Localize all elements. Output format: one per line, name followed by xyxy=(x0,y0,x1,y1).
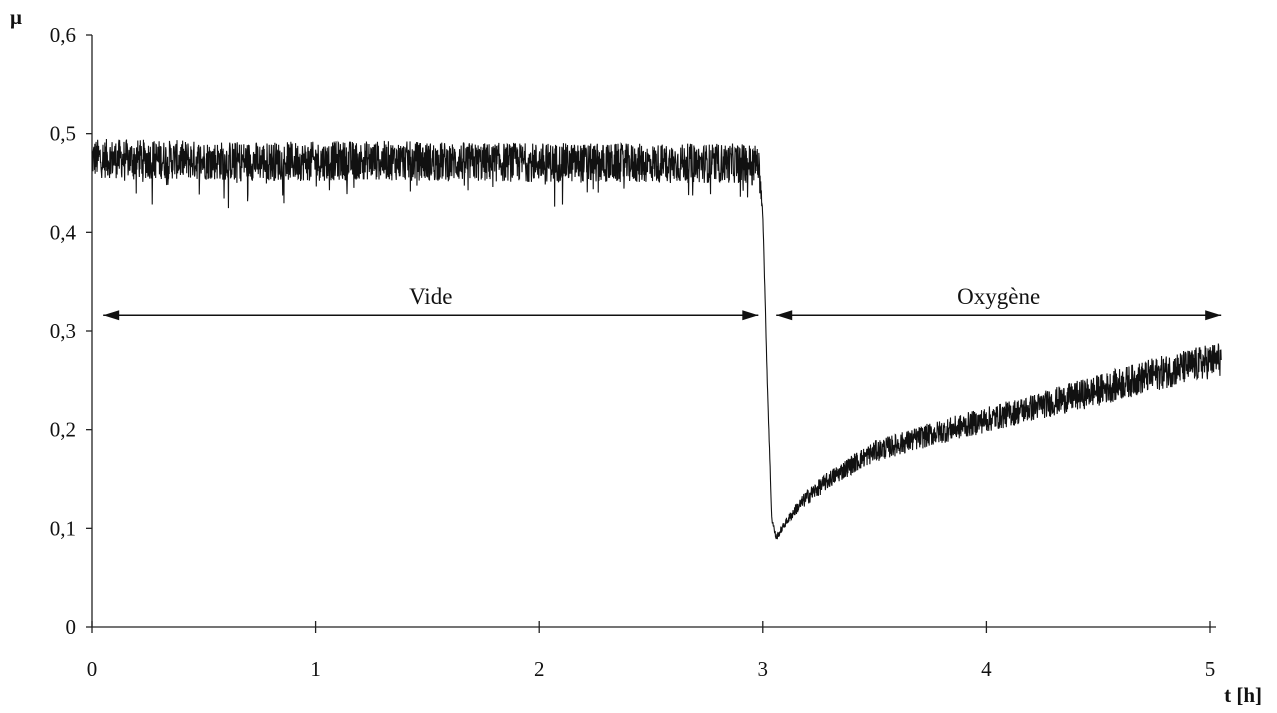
x-tick-label: 1 xyxy=(310,657,321,681)
x-ticks: 0 1 2 3 4 5 xyxy=(87,621,1216,681)
y-tick-label: 0,4 xyxy=(50,220,77,244)
annotation-label: Vide xyxy=(409,284,452,309)
arrow-head xyxy=(742,310,759,321)
arrow-head xyxy=(776,310,793,321)
arrow-head xyxy=(1205,310,1222,321)
y-tick-label: 0,2 xyxy=(50,418,76,442)
y-tick-label: 0,3 xyxy=(50,319,76,343)
arrow-head xyxy=(103,310,120,321)
y-tick-label: 0 xyxy=(66,615,77,639)
y-tick-label: 0,6 xyxy=(50,23,76,47)
y-ticks: 0 0,1 0,2 0,3 0,4 0,5 0,6 xyxy=(50,23,92,639)
y-tick-label: 0,1 xyxy=(50,516,76,540)
x-tick-label: 2 xyxy=(534,657,545,681)
y-tick-label: 0,5 xyxy=(50,122,76,146)
x-tick-label: 4 xyxy=(981,657,992,681)
annotation-label: Oxygène xyxy=(957,284,1040,309)
y-axis-label: μ xyxy=(10,5,22,29)
x-axis-label: t [h] xyxy=(1224,683,1262,707)
x-tick-label: 3 xyxy=(758,657,769,681)
annotations: Vide Oxygène xyxy=(103,284,1222,321)
axes xyxy=(91,35,1216,628)
x-tick-label: 5 xyxy=(1205,657,1216,681)
series-layer xyxy=(91,139,1222,540)
mu-series-line xyxy=(91,139,1222,540)
x-tick-label: 0 xyxy=(87,657,98,681)
